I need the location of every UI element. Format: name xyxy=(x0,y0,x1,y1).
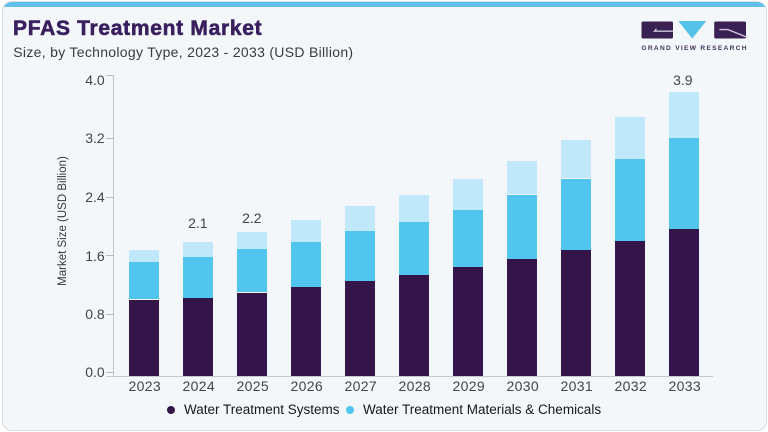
svg-text:GRAND VIEW RESEARCH: GRAND VIEW RESEARCH xyxy=(641,45,747,52)
